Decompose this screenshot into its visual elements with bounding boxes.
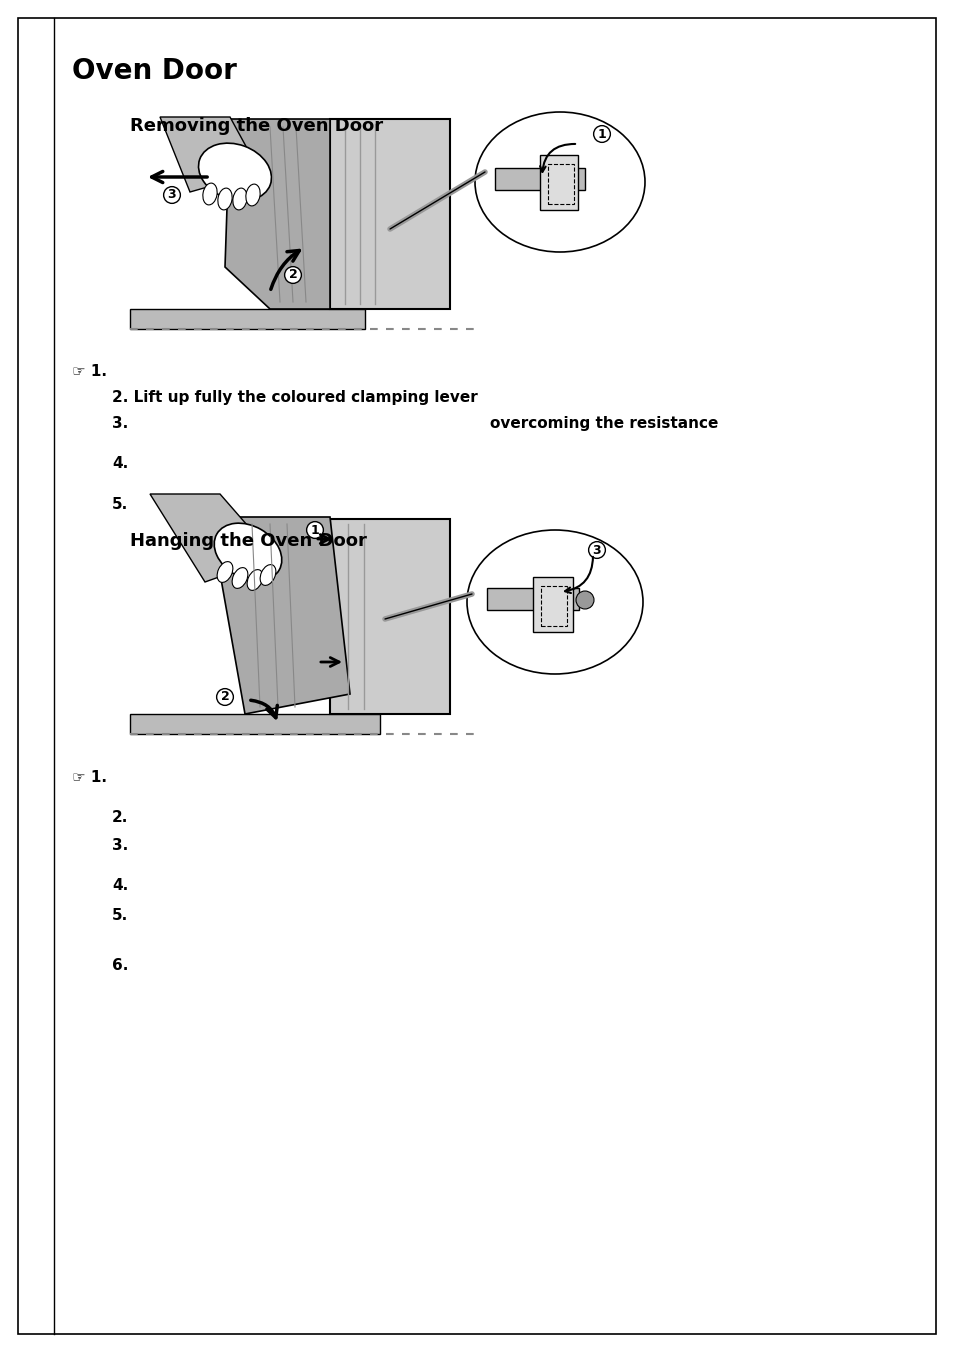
Text: 5.: 5. — [112, 498, 128, 512]
FancyBboxPatch shape — [486, 588, 578, 610]
Ellipse shape — [217, 188, 232, 210]
Text: 2.: 2. — [112, 810, 129, 825]
FancyBboxPatch shape — [330, 119, 450, 310]
Ellipse shape — [214, 523, 281, 581]
Ellipse shape — [467, 530, 642, 675]
Text: ☞ 1.: ☞ 1. — [71, 364, 107, 379]
Text: 3: 3 — [592, 544, 600, 557]
Text: overcoming the resistance: overcoming the resistance — [490, 416, 718, 431]
Ellipse shape — [217, 561, 233, 583]
FancyBboxPatch shape — [330, 519, 450, 714]
Text: 5.: 5. — [112, 909, 128, 923]
Text: 4.: 4. — [112, 877, 128, 894]
Polygon shape — [160, 118, 260, 192]
Ellipse shape — [246, 184, 260, 206]
Text: 2: 2 — [220, 691, 229, 703]
Text: Removing the Oven Door: Removing the Oven Door — [130, 118, 383, 135]
FancyBboxPatch shape — [533, 577, 573, 631]
FancyBboxPatch shape — [18, 18, 935, 1334]
Text: Oven Door: Oven Door — [71, 57, 236, 85]
FancyBboxPatch shape — [130, 310, 365, 329]
FancyBboxPatch shape — [130, 714, 379, 734]
Ellipse shape — [203, 183, 217, 206]
Polygon shape — [225, 119, 330, 310]
Text: 1: 1 — [311, 523, 319, 537]
Text: 6.: 6. — [112, 959, 129, 973]
Ellipse shape — [198, 143, 272, 201]
Text: Hanging the Oven Door: Hanging the Oven Door — [130, 531, 367, 550]
Ellipse shape — [475, 112, 644, 251]
Polygon shape — [150, 493, 274, 581]
Ellipse shape — [260, 565, 275, 585]
Polygon shape — [210, 516, 350, 714]
Text: 1: 1 — [597, 127, 606, 141]
Ellipse shape — [233, 188, 247, 210]
Text: ☞ 1.: ☞ 1. — [71, 771, 107, 786]
Text: 3.: 3. — [112, 838, 128, 853]
Ellipse shape — [232, 568, 248, 588]
Text: 3.: 3. — [112, 416, 128, 431]
Ellipse shape — [247, 569, 263, 591]
FancyBboxPatch shape — [495, 168, 584, 191]
Text: 2. Lift up fully the coloured clamping lever: 2. Lift up fully the coloured clamping l… — [112, 389, 477, 406]
Ellipse shape — [576, 591, 594, 608]
Text: 4.: 4. — [112, 456, 128, 470]
FancyBboxPatch shape — [539, 155, 578, 210]
Text: 3: 3 — [168, 188, 176, 201]
Text: 2: 2 — [289, 269, 297, 281]
